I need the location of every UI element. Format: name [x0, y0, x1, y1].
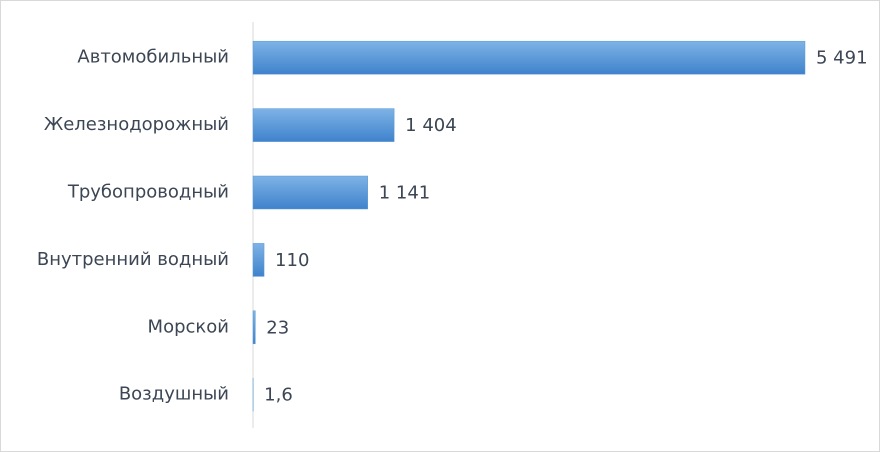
bar [252, 310, 256, 345]
category-label: Автомобильный [77, 47, 229, 68]
category-label: Внутренний водный [37, 249, 229, 270]
value-label: 5 491 [816, 48, 868, 69]
value-label: 1 404 [405, 115, 457, 136]
category-label: Морской [148, 316, 229, 337]
category-label: Воздушный [119, 384, 229, 405]
value-label: 1,6 [264, 385, 293, 406]
category-label: Железнодорожный [44, 114, 229, 135]
value-label: 23 [266, 317, 289, 338]
bar [252, 243, 265, 277]
value-label: 110 [275, 250, 309, 271]
value-label: 1 141 [379, 183, 431, 204]
category-label: Трубопроводный [67, 182, 229, 203]
bar [252, 175, 368, 210]
bar [252, 40, 806, 75]
bar [252, 108, 395, 142]
